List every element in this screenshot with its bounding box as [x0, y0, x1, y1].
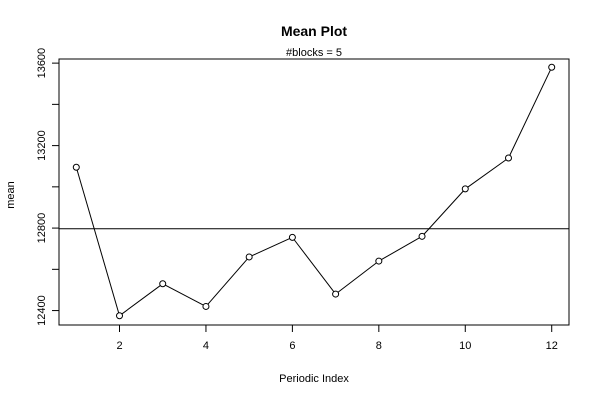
data-point — [202, 302, 210, 310]
data-point — [72, 163, 80, 171]
y-tick-label: 12400 — [36, 295, 48, 326]
data-point — [375, 257, 383, 265]
series-line-segment — [381, 237, 420, 261]
chart-subtitle: #blocks = 5 — [286, 47, 342, 59]
series-line-segment — [509, 69, 551, 156]
x-tick-label: 4 — [203, 340, 209, 352]
x-tick-label: 6 — [289, 340, 295, 352]
series-line-segment — [293, 239, 335, 292]
series-line-segment — [251, 238, 290, 257]
x-axis-label: Periodic Index — [279, 373, 349, 385]
y-tick-label: 12800 — [36, 213, 48, 244]
y-tick-label: 13200 — [36, 130, 48, 161]
data-point — [332, 290, 340, 298]
data-point — [116, 312, 124, 320]
data-marks-group — [59, 63, 569, 320]
y-axis-label: mean — [5, 181, 17, 209]
series-line-segment — [121, 285, 161, 315]
series-line-segment — [207, 258, 248, 305]
data-point — [159, 280, 167, 288]
y-tick-label: 13600 — [36, 48, 48, 79]
x-tick-label: 2 — [116, 340, 122, 352]
data-point — [504, 154, 512, 162]
series-line-segment — [337, 262, 377, 293]
data-point — [461, 185, 469, 193]
series-line-segment — [467, 159, 507, 188]
series-line-segment — [423, 190, 464, 235]
axes-group: 2 4 6 8 10 12 12400 12800 13200 13600 — [36, 48, 558, 352]
x-tick-label: 10 — [459, 340, 471, 352]
data-point — [418, 232, 426, 240]
series-line-segment — [76, 169, 120, 313]
data-point — [288, 233, 296, 241]
x-tick-label: 12 — [546, 340, 558, 352]
series-line-segment — [165, 284, 204, 306]
chart-title: Mean Plot — [281, 23, 347, 39]
data-point — [245, 253, 253, 261]
plot-frame — [58, 58, 570, 326]
data-point — [548, 63, 556, 71]
x-tick-label: 8 — [376, 340, 382, 352]
